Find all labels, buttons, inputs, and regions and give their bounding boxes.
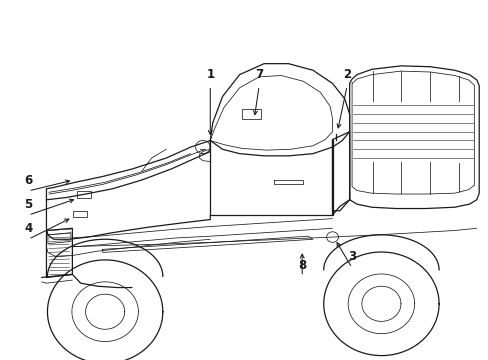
- Text: 1: 1: [206, 68, 214, 81]
- Text: 5: 5: [24, 198, 32, 211]
- Bar: [73, 211, 87, 217]
- Bar: [242, 109, 260, 118]
- Text: 2: 2: [343, 68, 350, 81]
- Bar: [77, 192, 91, 198]
- Text: 7: 7: [255, 68, 263, 81]
- Text: 3: 3: [347, 250, 355, 263]
- Text: 6: 6: [24, 174, 32, 186]
- Text: 4: 4: [24, 222, 32, 235]
- Text: 8: 8: [298, 259, 305, 272]
